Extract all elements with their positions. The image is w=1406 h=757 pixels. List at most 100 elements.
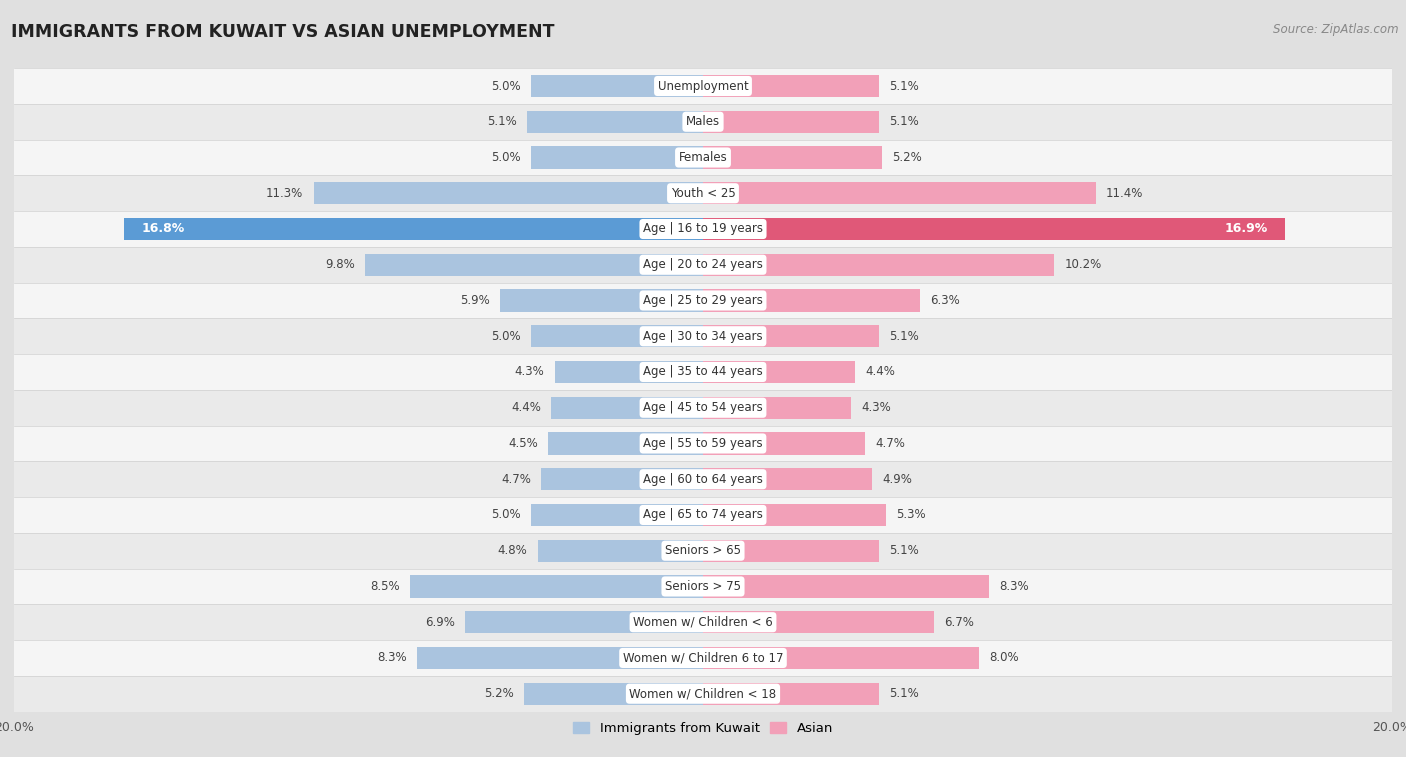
- Text: 9.8%: 9.8%: [325, 258, 356, 271]
- Bar: [14, 282, 1392, 319]
- Text: 5.0%: 5.0%: [491, 79, 520, 92]
- Bar: [703, 182, 1095, 204]
- Bar: [551, 397, 703, 419]
- Bar: [703, 575, 988, 597]
- Bar: [703, 540, 879, 562]
- Bar: [418, 647, 703, 669]
- Bar: [14, 497, 1392, 533]
- Text: IMMIGRANTS FROM KUWAIT VS ASIAN UNEMPLOYMENT: IMMIGRANTS FROM KUWAIT VS ASIAN UNEMPLOY…: [11, 23, 555, 41]
- Bar: [314, 182, 703, 204]
- Text: Age | 20 to 24 years: Age | 20 to 24 years: [643, 258, 763, 271]
- Bar: [703, 289, 920, 312]
- Text: Age | 55 to 59 years: Age | 55 to 59 years: [643, 437, 763, 450]
- Bar: [703, 146, 882, 169]
- Text: Seniors > 75: Seniors > 75: [665, 580, 741, 593]
- Text: Age | 30 to 34 years: Age | 30 to 34 years: [643, 330, 763, 343]
- Bar: [531, 326, 703, 347]
- Bar: [703, 111, 879, 132]
- Bar: [703, 361, 855, 383]
- Text: 4.4%: 4.4%: [512, 401, 541, 414]
- Text: 8.5%: 8.5%: [370, 580, 399, 593]
- Text: 8.3%: 8.3%: [377, 652, 406, 665]
- Bar: [14, 390, 1392, 425]
- Bar: [524, 683, 703, 705]
- Text: Unemployment: Unemployment: [658, 79, 748, 92]
- Bar: [124, 218, 703, 240]
- Bar: [703, 647, 979, 669]
- Text: Women w/ Children 6 to 17: Women w/ Children 6 to 17: [623, 652, 783, 665]
- Bar: [703, 611, 934, 634]
- Text: Source: ZipAtlas.com: Source: ZipAtlas.com: [1274, 23, 1399, 36]
- Bar: [14, 676, 1392, 712]
- Text: Age | 60 to 64 years: Age | 60 to 64 years: [643, 472, 763, 486]
- Text: 5.0%: 5.0%: [491, 509, 520, 522]
- Bar: [14, 104, 1392, 139]
- Bar: [703, 326, 879, 347]
- Bar: [703, 683, 879, 705]
- Text: Youth < 25: Youth < 25: [671, 187, 735, 200]
- Text: 5.3%: 5.3%: [896, 509, 925, 522]
- Text: 4.3%: 4.3%: [515, 366, 544, 378]
- Bar: [499, 289, 703, 312]
- Text: 4.9%: 4.9%: [882, 472, 912, 486]
- Text: 4.4%: 4.4%: [865, 366, 894, 378]
- Text: 5.1%: 5.1%: [889, 544, 918, 557]
- Text: 16.8%: 16.8%: [142, 223, 184, 235]
- Text: 4.7%: 4.7%: [875, 437, 905, 450]
- Text: 16.9%: 16.9%: [1225, 223, 1268, 235]
- Bar: [555, 361, 703, 383]
- Text: Age | 16 to 19 years: Age | 16 to 19 years: [643, 223, 763, 235]
- Text: Age | 65 to 74 years: Age | 65 to 74 years: [643, 509, 763, 522]
- Bar: [14, 319, 1392, 354]
- Bar: [14, 461, 1392, 497]
- Text: 5.2%: 5.2%: [893, 151, 922, 164]
- Legend: Immigrants from Kuwait, Asian: Immigrants from Kuwait, Asian: [568, 717, 838, 740]
- Text: 5.1%: 5.1%: [889, 687, 918, 700]
- Bar: [14, 354, 1392, 390]
- Bar: [366, 254, 703, 276]
- Bar: [703, 254, 1054, 276]
- Text: Females: Females: [679, 151, 727, 164]
- Bar: [537, 540, 703, 562]
- Text: 11.3%: 11.3%: [266, 187, 304, 200]
- Text: 5.1%: 5.1%: [889, 330, 918, 343]
- Bar: [14, 139, 1392, 176]
- Bar: [14, 425, 1392, 461]
- Bar: [703, 218, 1285, 240]
- Bar: [703, 432, 865, 454]
- Text: 5.9%: 5.9%: [460, 294, 489, 307]
- Bar: [14, 640, 1392, 676]
- Bar: [703, 504, 886, 526]
- Text: Age | 35 to 44 years: Age | 35 to 44 years: [643, 366, 763, 378]
- Text: Age | 45 to 54 years: Age | 45 to 54 years: [643, 401, 763, 414]
- Text: 10.2%: 10.2%: [1064, 258, 1102, 271]
- Text: Age | 25 to 29 years: Age | 25 to 29 years: [643, 294, 763, 307]
- Text: 6.7%: 6.7%: [945, 615, 974, 629]
- Text: 4.8%: 4.8%: [498, 544, 527, 557]
- Bar: [703, 397, 851, 419]
- Bar: [14, 211, 1392, 247]
- Text: 5.0%: 5.0%: [491, 151, 520, 164]
- Bar: [531, 75, 703, 97]
- Text: 5.1%: 5.1%: [889, 115, 918, 128]
- Text: 4.5%: 4.5%: [508, 437, 537, 450]
- Text: 8.3%: 8.3%: [1000, 580, 1029, 593]
- Text: Women w/ Children < 18: Women w/ Children < 18: [630, 687, 776, 700]
- Text: 5.1%: 5.1%: [889, 79, 918, 92]
- Bar: [14, 68, 1392, 104]
- Bar: [14, 247, 1392, 282]
- Bar: [703, 468, 872, 491]
- Bar: [14, 176, 1392, 211]
- Text: 8.0%: 8.0%: [988, 652, 1018, 665]
- Text: Women w/ Children < 6: Women w/ Children < 6: [633, 615, 773, 629]
- Text: Males: Males: [686, 115, 720, 128]
- Text: Seniors > 65: Seniors > 65: [665, 544, 741, 557]
- Bar: [14, 569, 1392, 604]
- Text: 5.2%: 5.2%: [484, 687, 513, 700]
- Bar: [541, 468, 703, 491]
- Bar: [531, 146, 703, 169]
- Text: 5.1%: 5.1%: [488, 115, 517, 128]
- Bar: [548, 432, 703, 454]
- Bar: [465, 611, 703, 634]
- Text: 11.4%: 11.4%: [1107, 187, 1143, 200]
